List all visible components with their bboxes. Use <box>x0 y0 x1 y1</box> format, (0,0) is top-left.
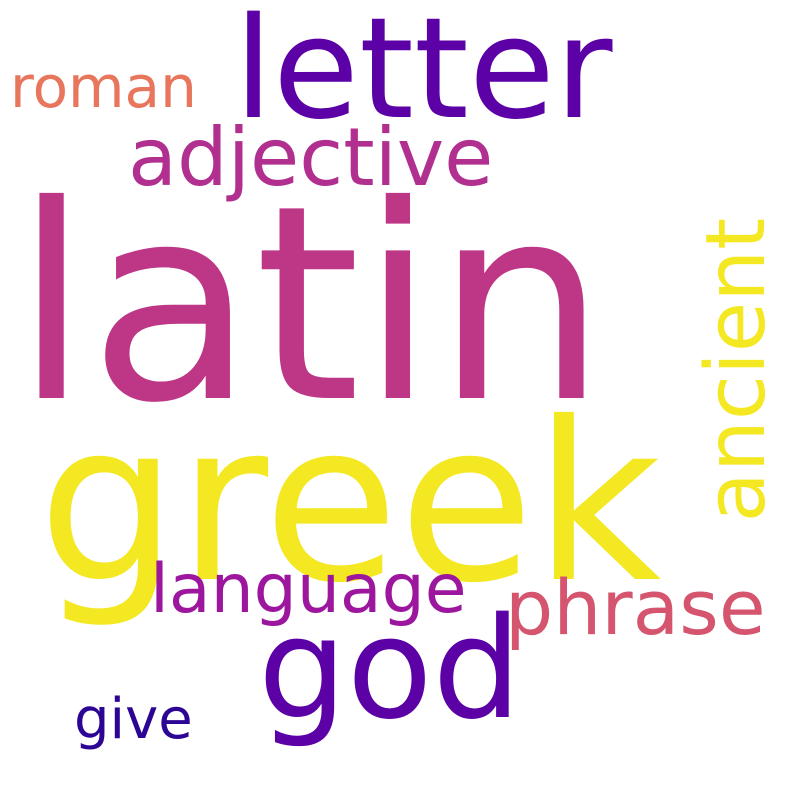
word-letter: letter <box>234 0 613 151</box>
word-language: language <box>150 550 467 629</box>
word-phrase: phrase <box>505 563 766 652</box>
word-greek: greek <box>38 375 662 631</box>
word-latin: latin <box>14 147 607 462</box>
word-adjective: adjective <box>128 111 494 204</box>
word-give: give <box>74 687 193 752</box>
word-ancient: ancient <box>689 217 784 523</box>
word-roman: roman <box>10 53 197 121</box>
word-god: god <box>258 588 522 751</box>
